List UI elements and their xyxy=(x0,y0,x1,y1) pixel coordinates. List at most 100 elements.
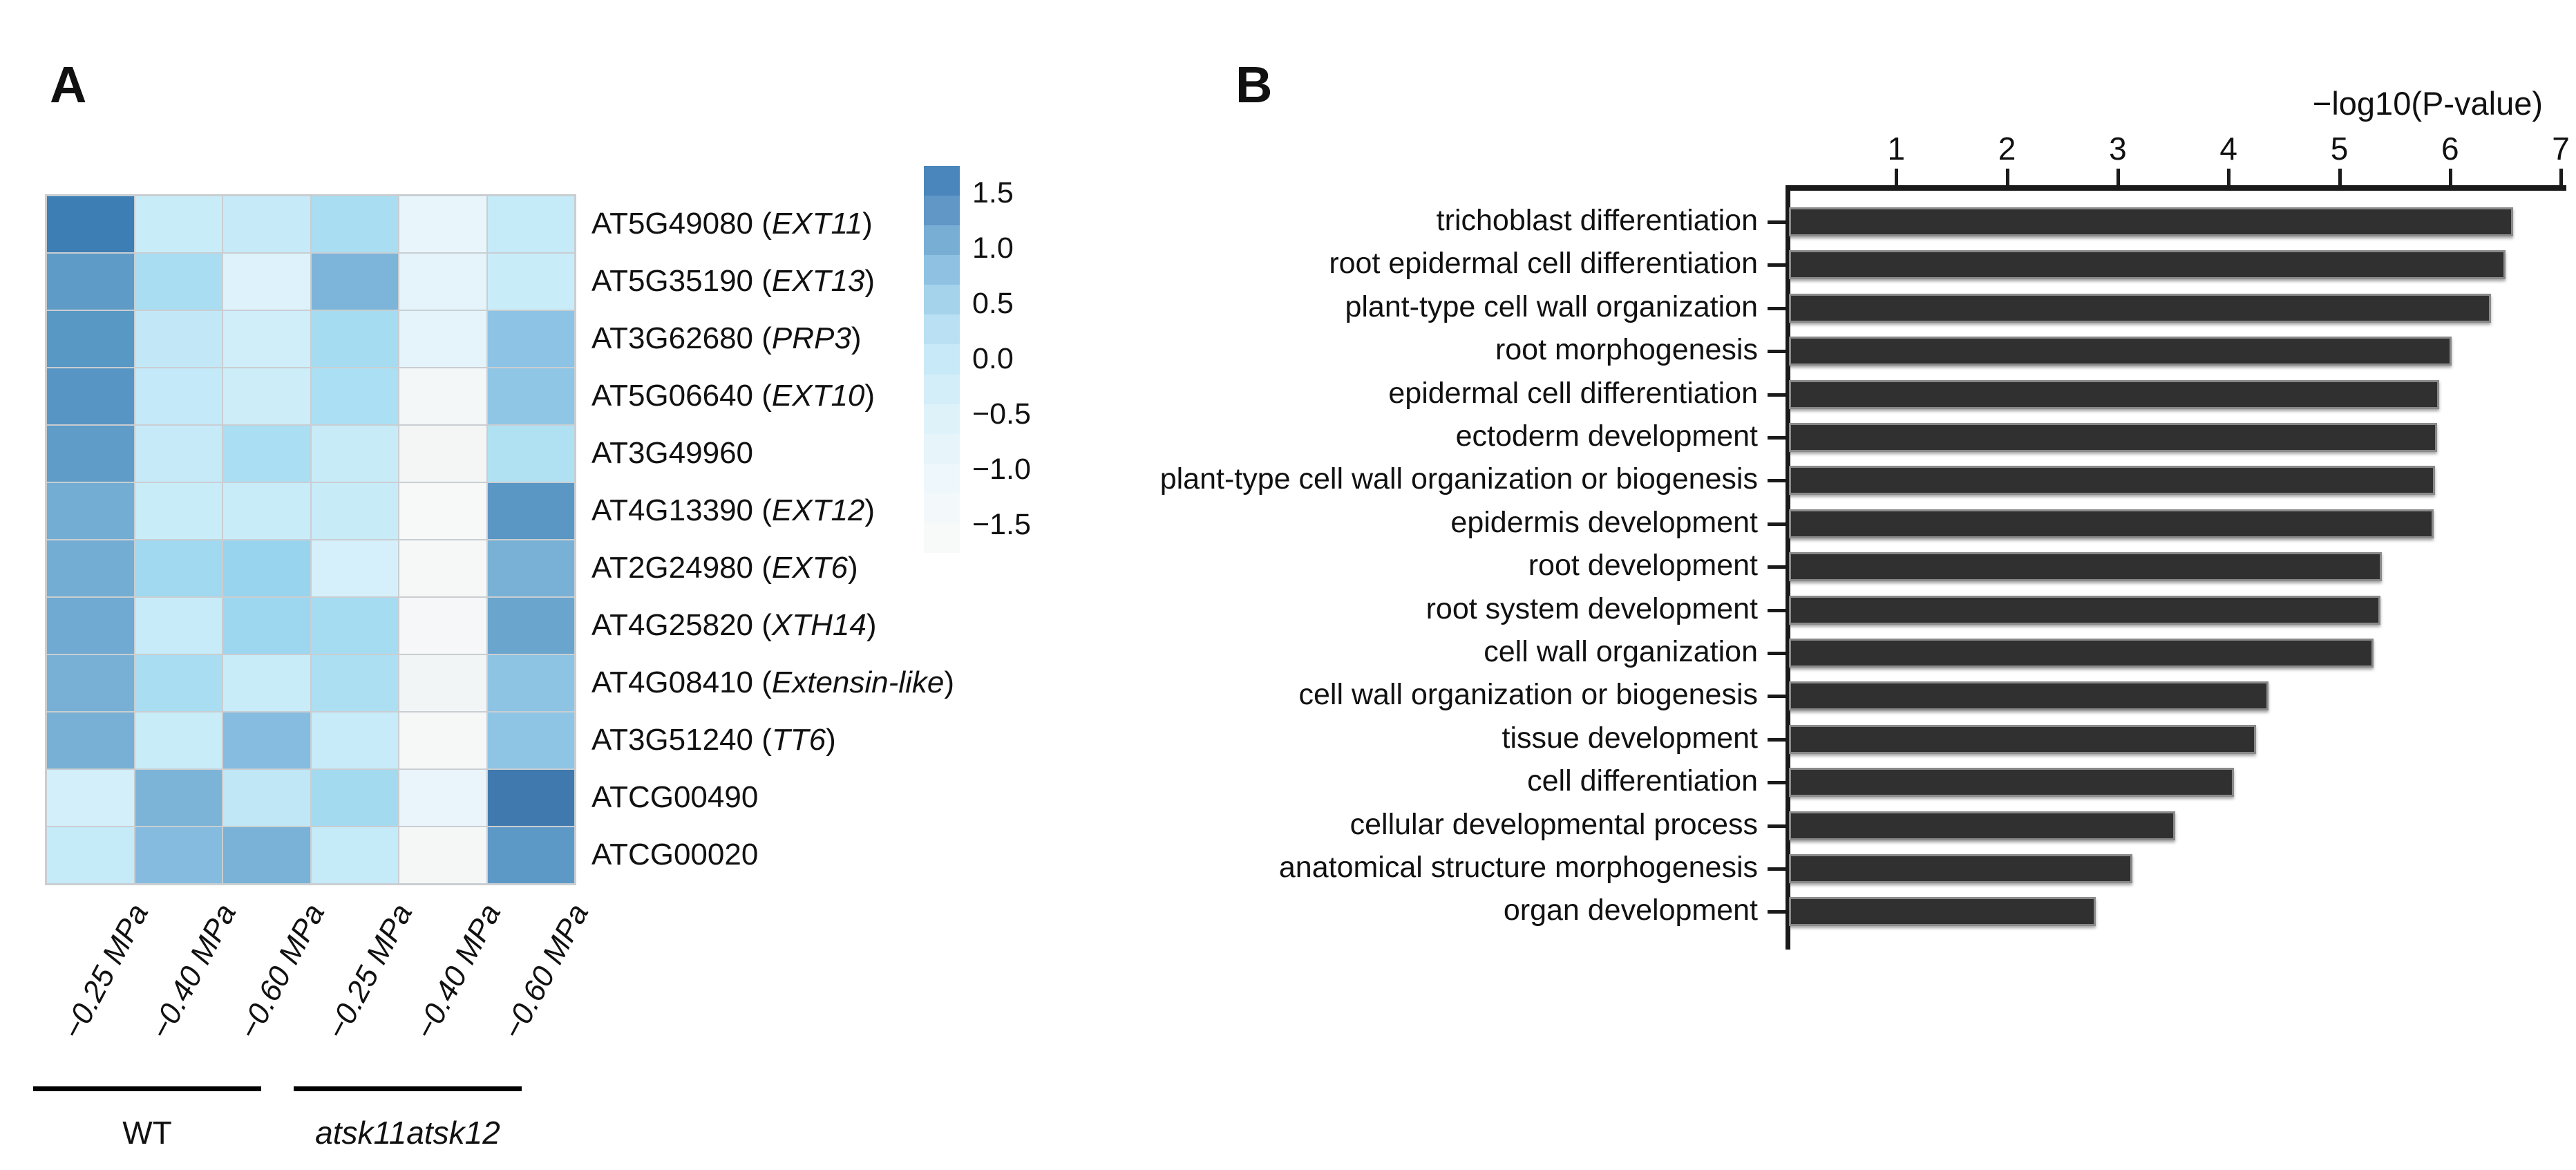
go-term-label: plant-type cell wall organization xyxy=(1345,290,1758,323)
heatmap-cell xyxy=(399,368,487,425)
x-axis-tick-label: 5 xyxy=(2330,131,2349,167)
heatmap-row-label: AT5G35190 (EXT13) xyxy=(591,263,875,298)
y-axis-tick xyxy=(1768,350,1786,354)
go-term-label: root epidermal cell differentiation xyxy=(1329,247,1758,281)
go-term-label: root system development xyxy=(1426,592,1758,625)
heatmap-cell xyxy=(46,712,135,769)
heatmap-row-label: AT3G62680 (PRP3) xyxy=(591,321,862,355)
heatmap-cell xyxy=(134,253,222,310)
y-axis-tick xyxy=(1768,867,1786,871)
heatmap-cell xyxy=(399,712,487,769)
heatmap-cell xyxy=(46,310,135,368)
heatmap-cell xyxy=(134,310,222,368)
go-term-bar xyxy=(1789,379,2439,409)
go-term-bar xyxy=(1789,639,2374,668)
heatmap-cell xyxy=(486,654,575,712)
colorbar-step xyxy=(924,493,960,523)
heatmap-cell xyxy=(486,368,575,425)
heatmap-cell xyxy=(486,425,575,482)
y-axis-tick xyxy=(1768,737,1786,742)
heatmap-cell xyxy=(222,310,311,368)
colorbar-step xyxy=(924,196,960,226)
heatmap-cell xyxy=(310,310,399,368)
go-term-label: plant-type cell wall organization or bio… xyxy=(1159,462,1758,496)
heatmap-cell xyxy=(310,253,399,310)
heatmap-cell xyxy=(46,827,135,884)
heatmap-row-label: AT5G06640 (EXT10) xyxy=(591,378,875,413)
go-term-label: cell differentiation xyxy=(1527,764,1758,798)
heatmap-cell xyxy=(46,196,135,253)
colorbar-step xyxy=(924,225,960,256)
colorbar-step xyxy=(924,433,960,464)
go-term-bar xyxy=(1789,854,2132,883)
colorbar-step xyxy=(924,374,960,404)
heatmap-cell xyxy=(134,540,222,597)
heatmap-cell xyxy=(399,425,487,482)
heatmap-cell xyxy=(486,827,575,884)
heatmap-cell xyxy=(134,196,222,253)
heatmap-cell xyxy=(222,654,311,712)
heatmap-cell xyxy=(399,482,487,540)
heatmap-row-label: AT5G49080 (EXT11) xyxy=(591,206,873,240)
heatmap-cell xyxy=(134,769,222,827)
x-axis-tick xyxy=(1895,169,1899,185)
heatmap-row-label: ATCG00490 xyxy=(591,780,759,814)
heatmap-cell xyxy=(310,368,399,425)
heatmap-cell xyxy=(46,769,135,827)
go-term-label: ectoderm development xyxy=(1455,419,1758,453)
heatmap-cell xyxy=(134,654,222,712)
y-axis-tick xyxy=(1768,910,1786,914)
heatmap-row-label: AT3G49960 xyxy=(591,435,754,470)
colorbar-tick-label: −1.5 xyxy=(972,508,1031,541)
heatmap-row-label: AT3G51240 (TT6) xyxy=(591,722,836,757)
heatmap-cell xyxy=(222,482,311,540)
x-axis-tick-label: 6 xyxy=(2441,131,2459,167)
go-term-label: cellular developmental process xyxy=(1349,807,1758,841)
heatmap-cell xyxy=(134,827,222,884)
x-axis-tick xyxy=(2559,169,2564,185)
heatmap-cell xyxy=(46,654,135,712)
x-axis-tick xyxy=(2448,169,2452,185)
heatmap-column-label: −0.60 MPa xyxy=(495,898,596,1045)
y-axis-tick xyxy=(1768,479,1786,483)
y-axis-tick xyxy=(1768,781,1786,785)
heatmap-cell xyxy=(222,597,311,654)
heatmap-cell xyxy=(310,482,399,540)
colorbar-step xyxy=(924,255,960,285)
heatmap-cell xyxy=(399,597,487,654)
go-term-bar xyxy=(1789,811,2176,840)
y-axis-tick xyxy=(1768,652,1786,655)
heatmap-cell xyxy=(222,540,311,597)
colorbar-tick-label: 1.0 xyxy=(972,232,1014,265)
heatmap-cell xyxy=(399,310,487,368)
go-term-label: epidermal cell differentiation xyxy=(1388,376,1758,410)
heatmap-cell xyxy=(486,310,575,368)
go-term-bar xyxy=(1789,724,2257,754)
heatmap-cell xyxy=(46,540,135,597)
x-axis-tick xyxy=(2227,169,2231,185)
x-axis-line xyxy=(1786,185,2566,191)
x-axis-title: −log10(P-value) xyxy=(2312,85,2543,122)
y-axis-tick xyxy=(1768,565,1786,569)
panel-a-label: A xyxy=(50,56,87,113)
heatmap-cell xyxy=(222,196,311,253)
colorbar-step xyxy=(924,404,960,434)
heatmap-cell xyxy=(486,712,575,769)
go-term-label: anatomical structure morphogenesis xyxy=(1278,851,1758,884)
y-axis-tick xyxy=(1768,436,1786,440)
colorbar-step xyxy=(924,314,960,345)
colorbar-step xyxy=(924,166,960,196)
colorbar-step xyxy=(924,522,960,554)
colorbar-tick-label: 0.5 xyxy=(972,287,1014,320)
heatmap-cell xyxy=(486,540,575,597)
y-axis-tick xyxy=(1768,393,1786,397)
x-axis-tick-label: 2 xyxy=(1998,131,2016,167)
heatmap-cell xyxy=(399,540,487,597)
colorbar-tick-label: 1.5 xyxy=(972,176,1014,209)
heatmap-cell xyxy=(46,425,135,482)
heatmap-cell xyxy=(134,368,222,425)
heatmap-cell xyxy=(222,769,311,827)
heatmap-row-label: AT4G13390 (EXT12) xyxy=(591,493,875,527)
heatmap-cell xyxy=(46,482,135,540)
go-term-label: trichoblast differentiation xyxy=(1436,204,1758,237)
